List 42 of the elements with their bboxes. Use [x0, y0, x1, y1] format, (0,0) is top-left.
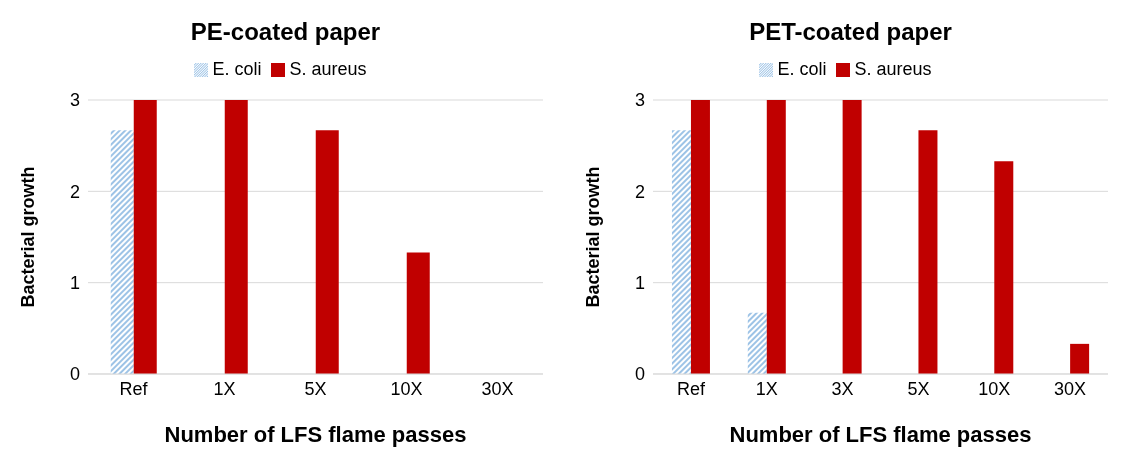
- chart-title: PET-coated paper: [748, 17, 953, 47]
- bar: [766, 100, 786, 374]
- chart-title: PE-coated paper: [189, 17, 382, 47]
- bar: [842, 100, 862, 374]
- y-tick-label: 3: [69, 90, 80, 111]
- bar: [1070, 343, 1090, 374]
- x-tick-label: 5X: [304, 378, 327, 399]
- legend-label: S. aureus: [854, 59, 932, 79]
- x-tick-label: 5X: [907, 378, 930, 399]
- bar: [690, 100, 710, 374]
- y-tick-label: 1: [69, 273, 80, 294]
- x-tick-label: 30X: [1054, 378, 1087, 399]
- x-tick-label: 10X: [390, 378, 423, 399]
- y-tick-label: 2: [634, 181, 645, 202]
- bar: [671, 130, 691, 374]
- y-tick-label: 0: [634, 364, 645, 385]
- x-tick-label: 30X: [481, 378, 514, 399]
- bar: [315, 130, 339, 374]
- x-axis-title: Number of LFS flame passes: [729, 422, 1032, 447]
- bar: [747, 312, 767, 374]
- bar: [133, 100, 157, 374]
- bar: [994, 161, 1014, 374]
- x-tick-label: 1X: [755, 378, 778, 399]
- x-axis-title: Number of LFS flame passes: [164, 422, 467, 447]
- y-axis-title: Bacterial growth: [18, 166, 39, 308]
- y-tick-label: 3: [634, 90, 645, 111]
- bar: [224, 100, 248, 374]
- y-axis-title: Bacterial growth: [583, 166, 604, 308]
- x-tick-label: Ref: [119, 378, 149, 399]
- y-tick-label: 2: [69, 181, 80, 202]
- bar: [406, 252, 430, 374]
- legend-label: E. coli: [777, 59, 827, 79]
- x-tick-label: Ref: [676, 378, 706, 399]
- x-tick-label: 1X: [213, 378, 236, 399]
- bar: [918, 130, 938, 374]
- legend-label: S. aureus: [289, 59, 367, 79]
- bar: [110, 130, 134, 374]
- x-tick-label: 3X: [831, 378, 854, 399]
- x-tick-label: 10X: [978, 378, 1011, 399]
- y-tick-label: 1: [634, 273, 645, 294]
- legend-label: E. coli: [212, 59, 262, 79]
- y-tick-label: 0: [69, 364, 80, 385]
